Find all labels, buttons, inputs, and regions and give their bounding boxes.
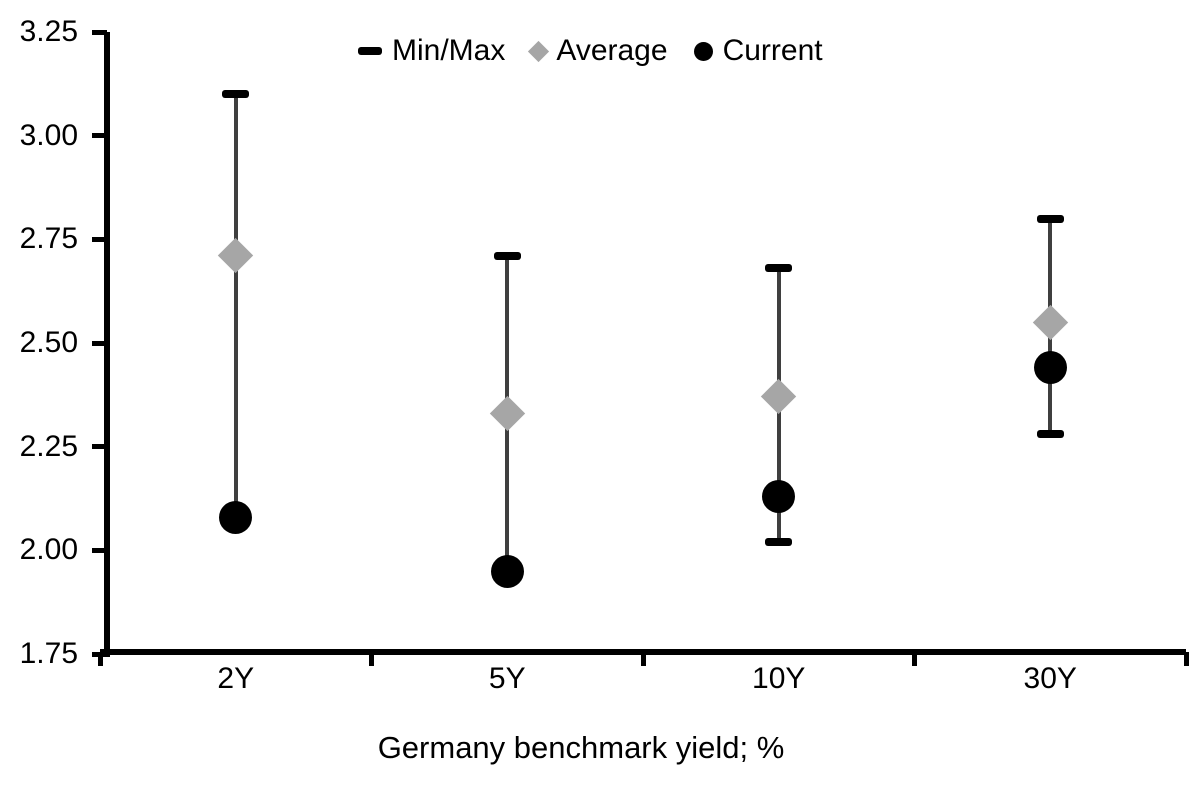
- max-cap-2Y: [222, 90, 250, 99]
- average-marker-30Y: [1032, 304, 1068, 340]
- legend-label-current: Current: [722, 34, 823, 67]
- y-tick: [92, 340, 107, 346]
- x-tick-label: 2Y: [217, 662, 255, 695]
- y-tick: [92, 547, 107, 553]
- y-tick-label: 2.25: [19, 429, 78, 463]
- y-tick-label: 1.75: [19, 637, 78, 670]
- legend-item-current: Current: [693, 34, 823, 68]
- min-cap-30Y: [1036, 430, 1064, 439]
- y-axis-line: [104, 32, 110, 657]
- legend-item-average: Average: [528, 34, 668, 68]
- y-tick: [92, 133, 107, 139]
- current-marker-30Y: [1033, 351, 1067, 385]
- x-tick: [912, 652, 917, 666]
- y-tick: [92, 444, 107, 450]
- legend-label-average: Average: [556, 34, 668, 67]
- y-tick-label: 3.25: [19, 15, 78, 48]
- y-tick-label: 2.00: [19, 533, 78, 567]
- x-tick: [640, 652, 646, 666]
- max-cap-10Y: [765, 264, 793, 273]
- current-marker-2Y: [219, 500, 253, 534]
- y-tick-label: 2.50: [19, 326, 78, 359]
- current-marker-10Y: [762, 479, 796, 513]
- x-tick: [369, 652, 374, 666]
- minmax-legend-dash-icon: [358, 47, 382, 55]
- chart-legend: Min/Max Average Current: [358, 34, 823, 68]
- current-marker-5Y: [490, 554, 524, 588]
- average-marker-10Y: [761, 379, 797, 415]
- y-tick-label: 2.75: [19, 222, 78, 256]
- min-cap-10Y: [765, 538, 793, 547]
- average-legend-diamond-icon: [528, 40, 550, 62]
- legend-item-minmax: Min/Max: [358, 34, 505, 68]
- average-marker-5Y: [489, 395, 525, 432]
- x-tick-label: 5Y: [488, 662, 526, 695]
- whisker-2Y: [233, 94, 238, 518]
- y-tick-label: 3.00: [19, 118, 78, 152]
- y-tick: [92, 236, 107, 242]
- x-axis-title: Germany benchmark yield; %: [377, 730, 785, 765]
- y-tick: [92, 29, 107, 35]
- x-tick-label: 30Y: [1023, 662, 1077, 695]
- current-legend-circle-icon: [693, 41, 713, 61]
- max-cap-30Y: [1036, 214, 1064, 223]
- x-tick: [1183, 652, 1189, 666]
- x-tick: [97, 652, 103, 666]
- x-tick-label: 10Y: [752, 662, 806, 695]
- legend-label-minmax: Min/Max: [392, 34, 506, 67]
- max-cap-5Y: [493, 251, 521, 260]
- average-marker-2Y: [218, 238, 254, 274]
